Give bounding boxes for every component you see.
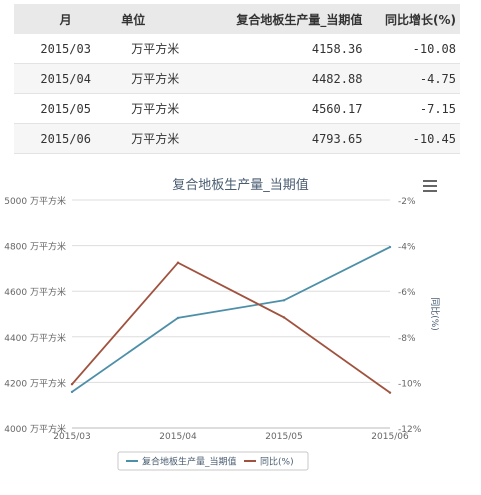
x-tick-label: 2015/04 <box>159 432 197 442</box>
y-right-tick-label: -2% <box>398 197 416 207</box>
x-tick-label: 2015/03 <box>53 432 90 442</box>
data-point <box>70 383 74 386</box>
cell-unit: 万平方米 <box>117 93 218 124</box>
table-header-row: 月 单位 复合地板生产量_当期值 同比增长(%) <box>14 4 460 34</box>
cell-month: 2015/06 <box>14 123 118 154</box>
x-tick-label: 2015/06 <box>371 432 409 442</box>
cell-change: -10.08 <box>366 34 460 64</box>
cell-unit: 万平方米 <box>117 34 218 64</box>
y-right-tick-label: -6% <box>398 288 416 298</box>
y-right-tick-label: -4% <box>398 243 416 253</box>
data-point <box>70 390 74 394</box>
y-left-tick-label: 4000 万平方米 <box>4 423 66 435</box>
series-line <box>71 246 391 393</box>
y-right-tick-label: -12% <box>398 425 422 435</box>
y-left-tick-label: 4600 万平方米 <box>4 286 66 298</box>
data-point <box>388 391 392 394</box>
cell-unit: 万平方米 <box>117 123 218 154</box>
y-left-tick-label: 5000 万平方米 <box>4 195 66 207</box>
legend-label: 复合地板生产量_当期值 <box>142 456 237 468</box>
legend-label: 同比(%) <box>260 456 294 468</box>
cell-month: 2015/05 <box>14 93 118 124</box>
data-point <box>388 245 392 249</box>
cell-month: 2015/03 <box>14 34 118 64</box>
table-row: 2015/06 万平方米 4793.65 -10.45 <box>14 123 460 154</box>
cell-change: -4.75 <box>366 63 460 94</box>
series-line <box>71 261 391 394</box>
cell-value: 4793.65 <box>217 123 367 154</box>
header-unit: 单位 <box>117 4 218 34</box>
chart-title: 复合地板生产量_当期值 <box>172 178 309 193</box>
cell-value: 4482.88 <box>217 63 367 94</box>
cell-month: 2015/04 <box>14 63 118 94</box>
y-left-tick-label: 4400 万平方米 <box>4 332 66 344</box>
data-point <box>176 261 180 264</box>
cell-value: 4560.17 <box>217 93 367 124</box>
header-value: 复合地板生产量_当期值 <box>217 4 367 34</box>
data-point <box>282 316 286 319</box>
header-change: 同比增长(%) <box>366 4 460 34</box>
cell-value: 4158.36 <box>217 34 367 64</box>
cell-change: -10.45 <box>366 123 460 154</box>
legend-box <box>117 451 309 471</box>
x-tick-label: 2015/05 <box>265 432 302 442</box>
y-left-tick-label: 4800 万平方米 <box>4 241 66 253</box>
cell-change: -7.15 <box>366 93 460 124</box>
data-point <box>282 299 286 302</box>
table-row: 2015/03 万平方米 4158.36 -10.08 <box>14 34 460 64</box>
cell-unit: 万平方米 <box>117 63 218 94</box>
chart-container: 复合地板生产量_当期值 4000 万平方米 4200 万平方米 4400 万平方米 4… <box>0 168 481 491</box>
chart-menu-icon[interactable] <box>423 180 437 192</box>
data-point <box>176 316 180 320</box>
table-row: 2015/05 万平方米 4560.17 -7.15 <box>14 93 460 124</box>
table-row: 2015/04 万平方米 4482.88 -4.75 <box>14 63 460 94</box>
line-chart: 4000 万平方米 4200 万平方米 4400 万平方米 4600 万平方米 4800… <box>4 195 441 471</box>
y-right-tick-label: -8% <box>398 334 416 344</box>
header-month: 月 <box>14 4 118 34</box>
y-left-tick-label: 4200 万平方米 <box>4 377 66 389</box>
y-right-tick-label: -10% <box>398 379 422 389</box>
y-right-axis-label: 同比(%) <box>429 297 441 331</box>
data-table: 月 单位 复合地板生产量_当期值 同比增长(%) 2015/03 万平方米 41… <box>14 4 460 154</box>
